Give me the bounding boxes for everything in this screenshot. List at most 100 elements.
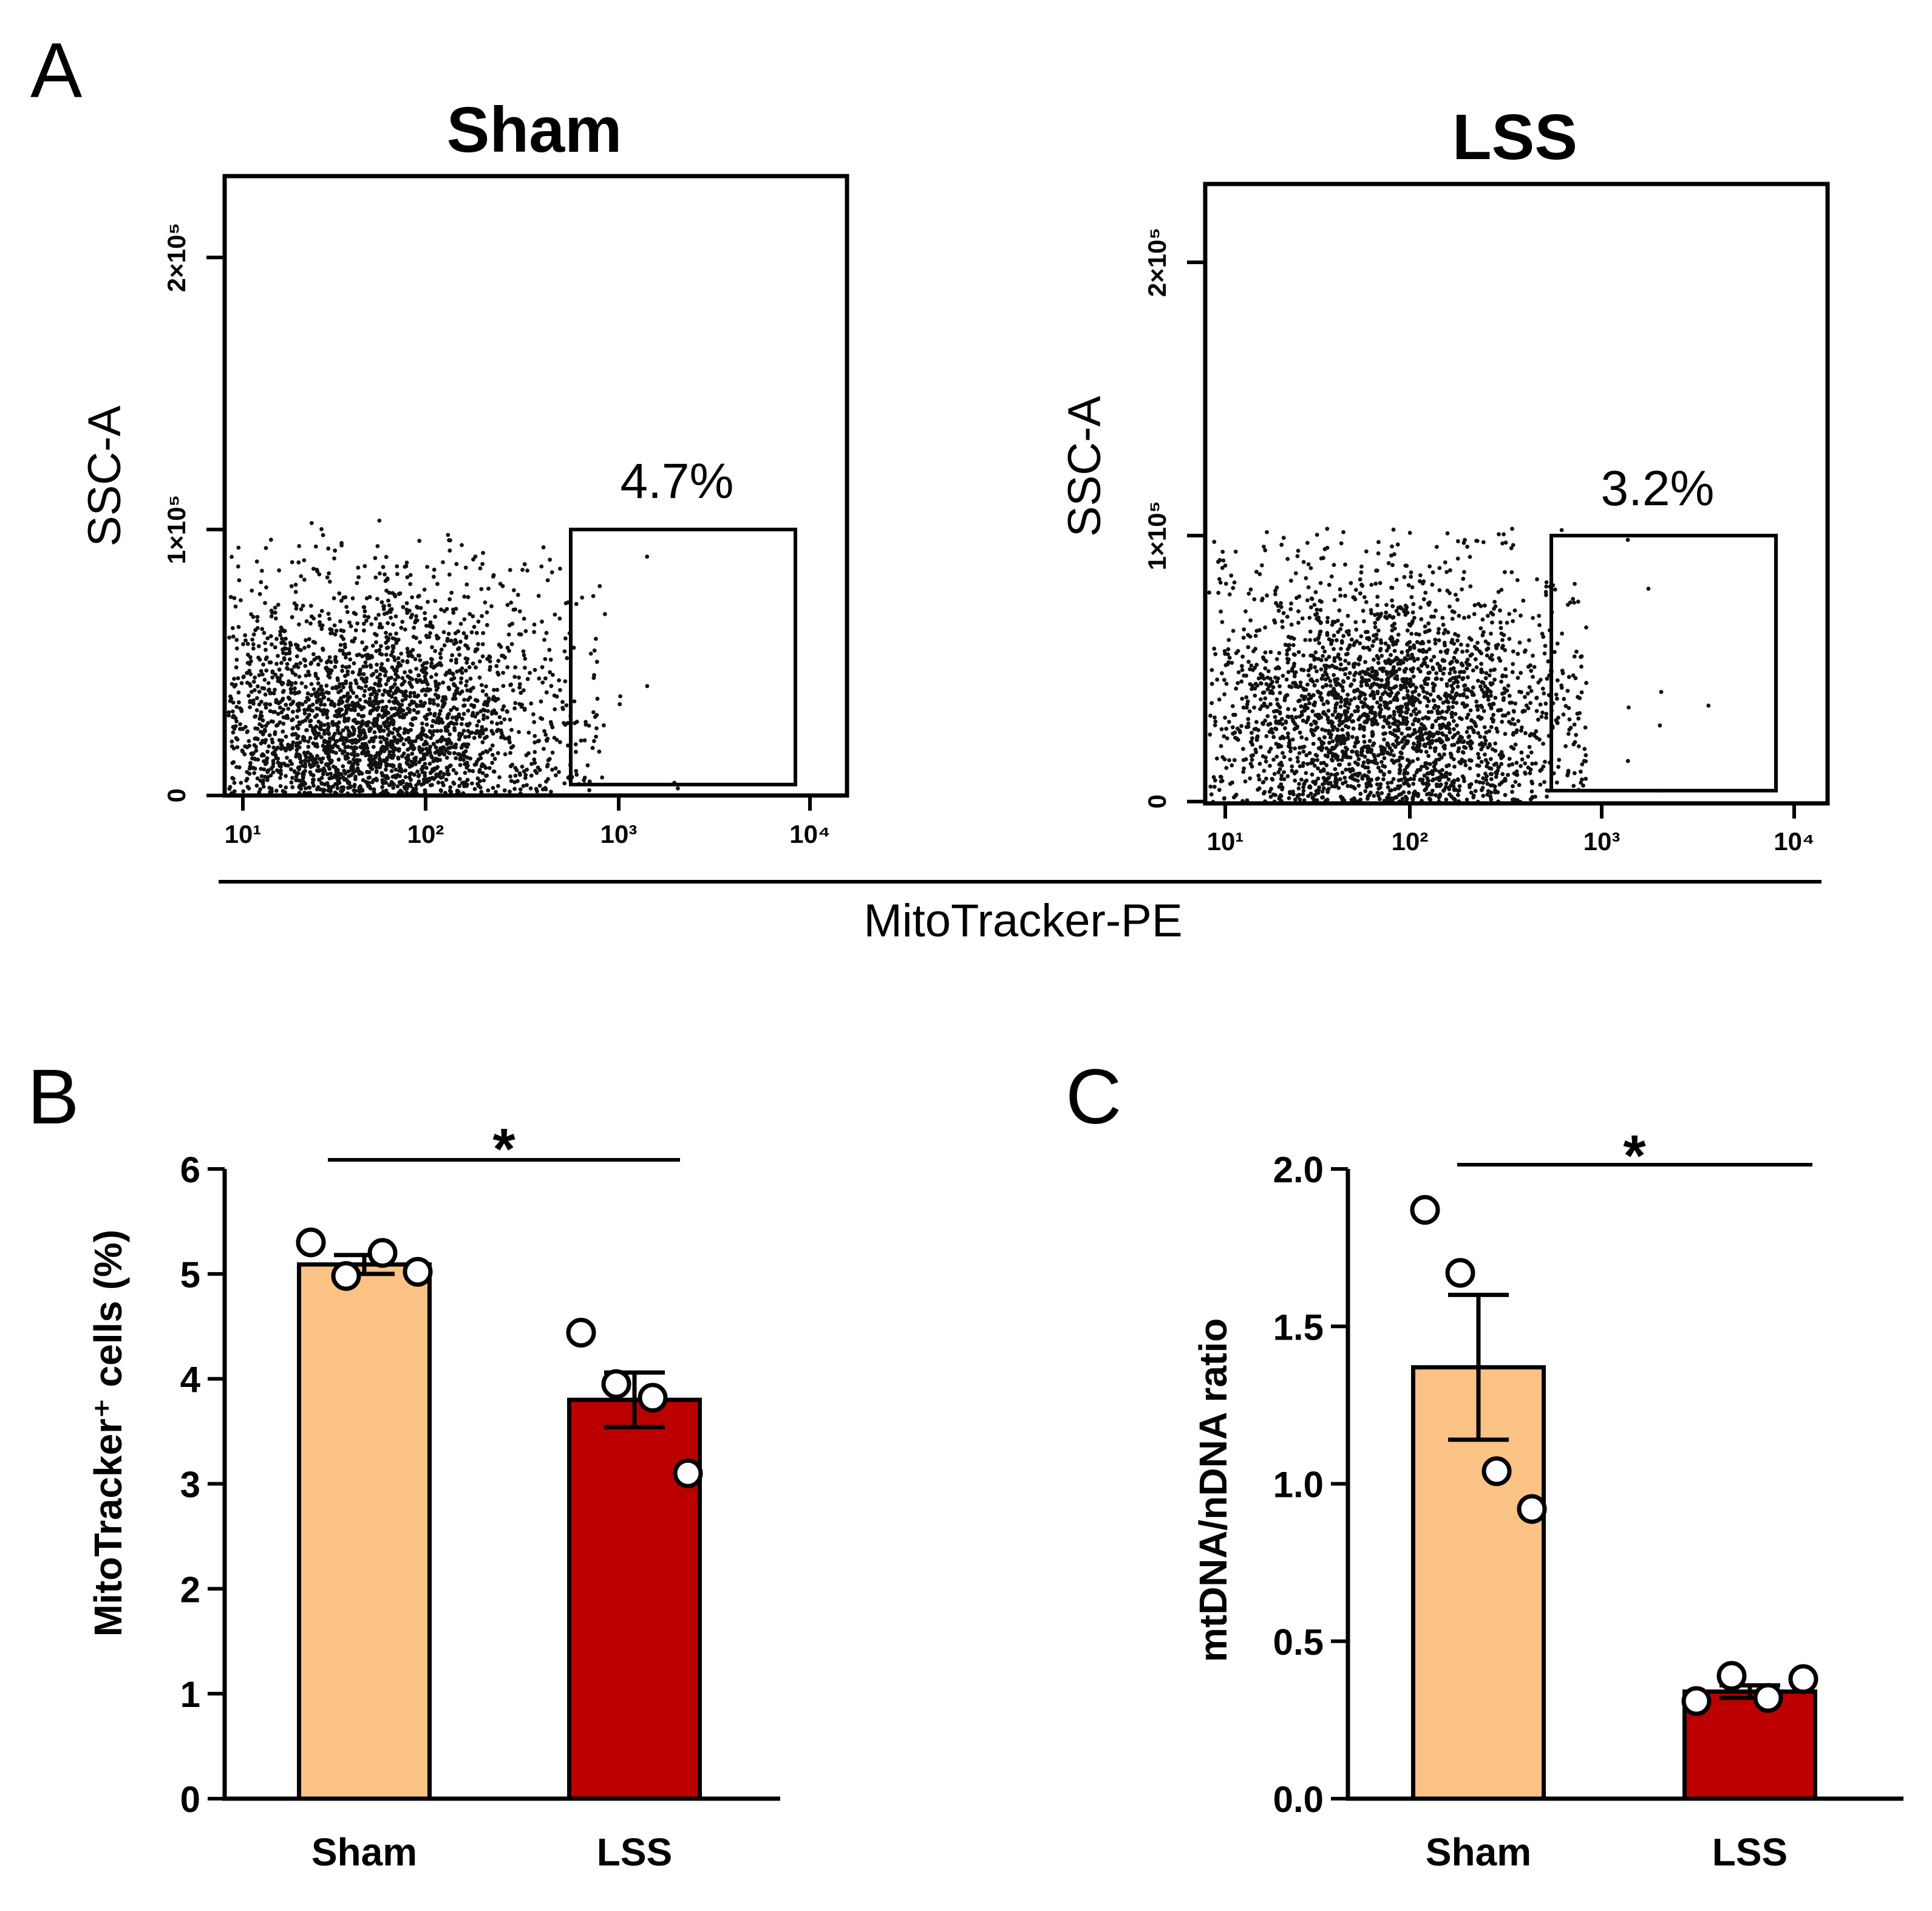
- event-dot: [463, 771, 468, 775]
- event-dot: [1477, 780, 1482, 785]
- event-dot: [263, 692, 268, 697]
- event-dot: [1383, 765, 1387, 769]
- event-dot: [1476, 602, 1481, 606]
- event-dot: [313, 736, 318, 741]
- event-dot: [376, 705, 381, 710]
- event-dot: [1350, 719, 1355, 724]
- event-dot: [1342, 709, 1347, 714]
- event-dot: [1450, 609, 1455, 614]
- event-dot: [574, 769, 579, 774]
- event-dot: [1538, 782, 1543, 787]
- event-dot: [1580, 762, 1585, 766]
- event-dot: [532, 750, 537, 754]
- event-dot: [303, 769, 307, 774]
- event-dot: [245, 661, 250, 665]
- event-dot: [1410, 796, 1415, 800]
- event-dot: [1446, 726, 1451, 731]
- event-dot: [452, 721, 456, 726]
- event-dot: [352, 784, 356, 789]
- event-dot: [1382, 772, 1386, 777]
- event-dot: [335, 783, 339, 787]
- event-dot: [1408, 656, 1413, 661]
- event-dot: [460, 717, 464, 721]
- event-dot: [400, 676, 405, 680]
- event-dot: [1382, 756, 1387, 760]
- event-dot: [1475, 641, 1480, 645]
- event-dot: [1266, 723, 1271, 727]
- event-dot: [443, 725, 448, 729]
- event-dot: [245, 670, 249, 675]
- event-dot: [378, 740, 383, 744]
- event-dot: [363, 660, 368, 665]
- event-dot: [362, 628, 366, 633]
- event-dot: [1265, 530, 1269, 534]
- event-dot: [307, 673, 311, 677]
- event-dot: [479, 789, 484, 794]
- event-dot: [322, 728, 327, 733]
- event-dot: [1296, 786, 1301, 791]
- event-dot: [1415, 639, 1420, 644]
- event-dot: [1554, 692, 1559, 697]
- event-dot: [252, 771, 256, 775]
- event-dot: [523, 775, 528, 780]
- event-dot: [1378, 797, 1382, 802]
- event-dot: [296, 560, 301, 565]
- event-dot: [532, 720, 537, 724]
- event-dot: [404, 737, 409, 742]
- event-dot: [1336, 786, 1341, 790]
- event-dot: [1571, 597, 1576, 601]
- event-dot: [573, 742, 578, 747]
- event-dot: [494, 664, 499, 669]
- event-dot: [1393, 733, 1398, 738]
- event-dot: [1298, 698, 1302, 703]
- event-dot: [1239, 724, 1243, 728]
- event-dot: [264, 705, 268, 710]
- event-dot: [1293, 726, 1298, 731]
- event-dot: [244, 778, 248, 783]
- event-dot: [374, 640, 378, 645]
- event-dot: [325, 709, 330, 714]
- event-dot: [1338, 704, 1343, 709]
- event-dot: [1480, 617, 1485, 622]
- event-dot: [1446, 763, 1451, 768]
- event-dot: [297, 622, 301, 627]
- event-dot: [1233, 550, 1238, 554]
- event-dot: [289, 668, 294, 672]
- event-dot: [305, 728, 309, 732]
- event-dot: [412, 694, 417, 698]
- event-dot: [1291, 643, 1296, 647]
- event-dot: [1425, 766, 1429, 771]
- flow-plot-ylabel: SSC-A: [79, 406, 131, 547]
- event-dot: [1387, 724, 1392, 729]
- event-dot: [301, 604, 305, 608]
- event-dot: [1307, 784, 1312, 789]
- event-dot: [1382, 737, 1386, 742]
- event-dot: [1291, 652, 1296, 656]
- event-dot: [486, 709, 490, 714]
- event-dot: [334, 751, 338, 755]
- event-dot: [1479, 760, 1484, 764]
- event-dot: [304, 619, 309, 624]
- event-dot: [536, 765, 540, 770]
- event-dot: [1455, 740, 1460, 744]
- event-dot: [360, 640, 364, 645]
- event-dot: [468, 676, 473, 681]
- event-dot: [348, 731, 352, 735]
- event-dot: [1325, 771, 1330, 776]
- event-dot: [1494, 771, 1499, 776]
- event-dot: [1363, 697, 1367, 701]
- event-dot: [1455, 723, 1459, 728]
- event-dot: [1507, 757, 1512, 761]
- event-dot: [388, 632, 393, 637]
- event-dot: [1311, 741, 1316, 746]
- event-dot: [288, 702, 293, 707]
- event-dot: [1451, 705, 1455, 709]
- event-dot: [1386, 676, 1391, 680]
- event-dot: [565, 656, 570, 661]
- event-dot: [1646, 587, 1651, 591]
- event-dot: [333, 664, 338, 669]
- event-dot: [1274, 585, 1279, 590]
- event-dot: [374, 649, 379, 653]
- event-dot: [423, 715, 427, 719]
- event-dot: [379, 662, 384, 666]
